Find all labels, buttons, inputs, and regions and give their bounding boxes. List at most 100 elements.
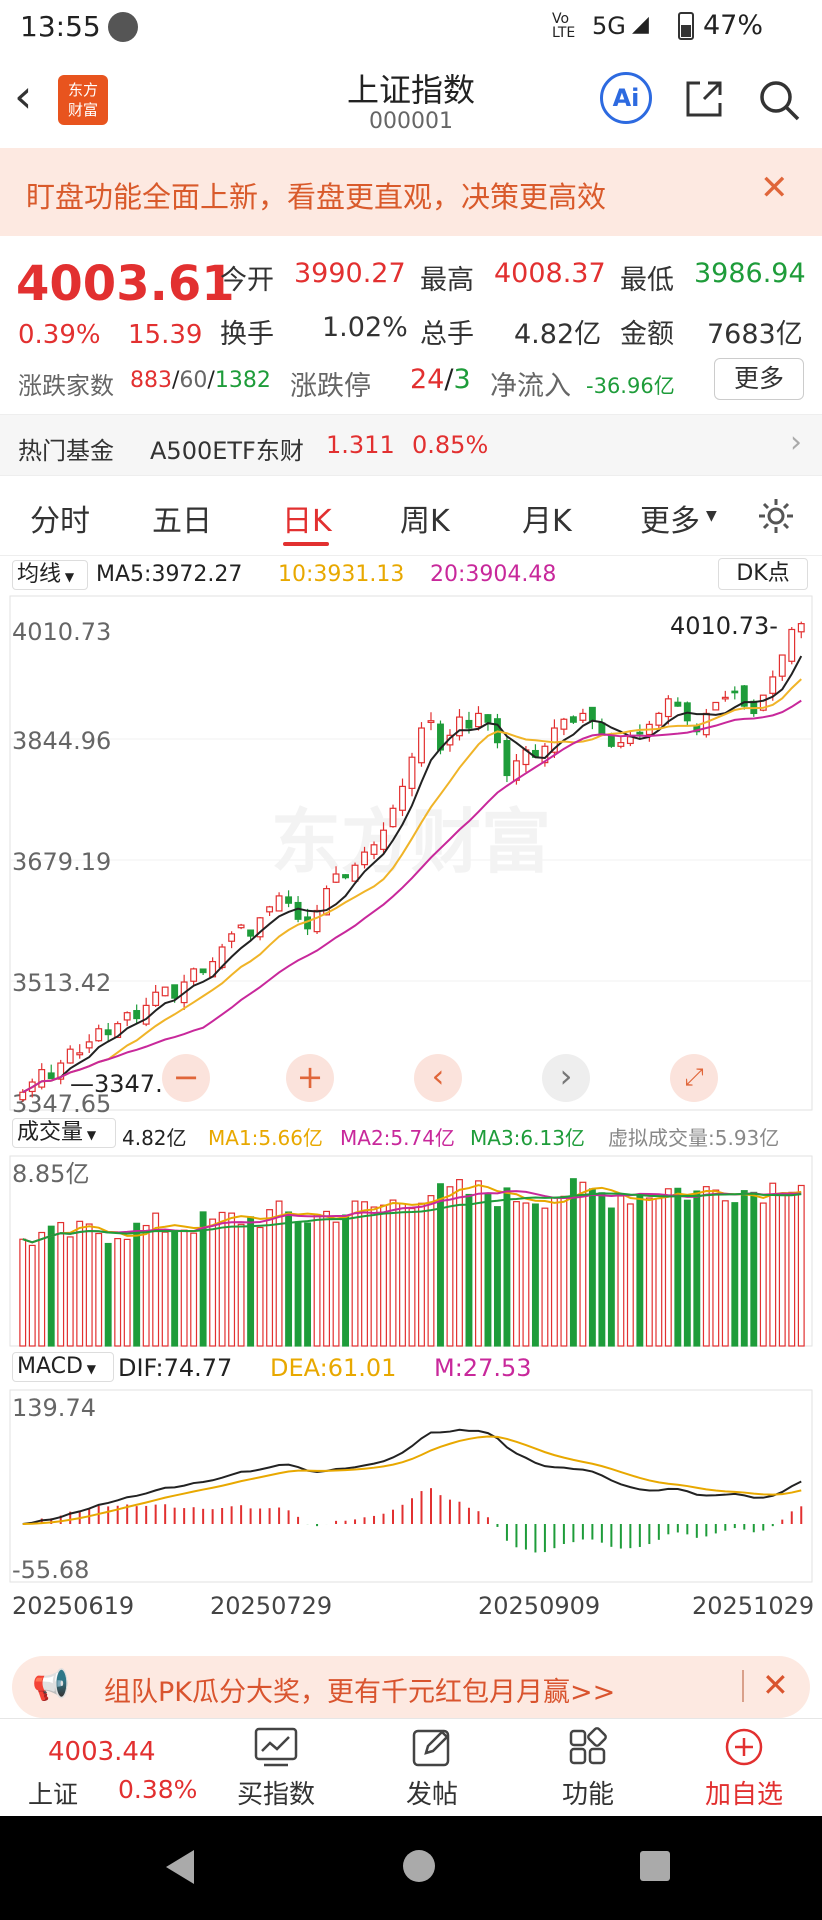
virtual-volume: 虚拟成交量:5.93亿 — [608, 1126, 780, 1150]
candle-body — [275, 895, 283, 912]
tab-daily-k[interactable]: 日K — [282, 504, 332, 539]
volume-bar — [275, 1200, 283, 1347]
panel-frame — [9, 1389, 813, 1583]
volume-bar — [778, 1194, 786, 1347]
share-icon[interactable] — [682, 77, 726, 121]
candle-body — [475, 712, 482, 728]
nav-add-watchlist[interactable]: 加自选 — [684, 1727, 804, 1811]
index-quote-widget[interactable]: 4003.44 上证 0.38% — [0, 1719, 197, 1817]
volume-bar — [674, 1187, 682, 1347]
volume-bar — [304, 1222, 312, 1347]
volume-bar — [797, 1184, 805, 1347]
date-label: 20250909 — [478, 1592, 601, 1620]
volume-bar — [617, 1195, 625, 1347]
candle-body — [399, 785, 406, 811]
ai-button[interactable]: Ai — [600, 72, 652, 124]
zoom-out-button[interactable]: − — [162, 1054, 210, 1102]
y-axis-label: 3347.65 — [12, 1090, 111, 1118]
ad-close-icon[interactable]: ✕ — [762, 1666, 789, 1704]
scroll-right-button[interactable]: › — [542, 1054, 590, 1102]
logo-text-bottom: 财富 — [67, 101, 98, 119]
back-nav-icon[interactable] — [166, 1850, 194, 1884]
volume-bar — [285, 1211, 293, 1347]
date-label: 20251029 — [692, 1592, 815, 1620]
limit-down: 3 — [453, 364, 471, 395]
candle-body — [788, 628, 796, 662]
volume-selector[interactable]: 成交量 ▼ — [12, 1118, 116, 1148]
candle-body — [503, 740, 511, 777]
volume-bar — [380, 1204, 387, 1347]
ma-selector[interactable]: 均线 ▼ — [12, 560, 88, 590]
tab-monthly-k[interactable]: 月K — [522, 504, 572, 539]
candle-body — [712, 701, 720, 711]
date-label: 20250729 — [210, 1592, 333, 1620]
change-pct: 0.39% — [18, 320, 101, 350]
recents-nav-icon[interactable] — [640, 1851, 670, 1881]
volume-bar — [294, 1221, 302, 1347]
candle-body — [702, 712, 710, 736]
promo-banner[interactable]: 盯盘功能全面上新，看盘更直观，决策更高效 ✕ — [0, 148, 822, 236]
tab-five-day[interactable]: 五日 — [152, 504, 212, 539]
volume-bar — [721, 1200, 729, 1347]
open-label: 今开 — [220, 265, 274, 296]
amount-label: 金额 — [620, 319, 674, 350]
volume-bar — [85, 1223, 93, 1347]
search-icon[interactable] — [756, 77, 802, 123]
ma20-value: 20:3904.48 — [430, 562, 557, 587]
candle-body — [38, 1069, 46, 1088]
more-button[interactable]: 更多 — [714, 358, 804, 400]
candle-body — [285, 896, 293, 904]
nav-post[interactable]: 发帖 — [372, 1727, 492, 1811]
volume-bar — [57, 1221, 65, 1347]
macd-selector[interactable]: MACD ▼ — [12, 1352, 114, 1382]
volume-bar — [550, 1196, 558, 1347]
volume-bar — [522, 1202, 530, 1347]
volume-value: 4.82亿 — [514, 319, 602, 350]
candle-body — [636, 731, 644, 735]
watermark: 东方财富 — [271, 801, 551, 883]
scroll-left-button[interactable]: ‹ — [414, 1054, 462, 1102]
candle-body — [607, 735, 615, 747]
volume-selector-label: 成交量 — [17, 1120, 84, 1145]
back-icon[interactable]: ‹ — [14, 69, 33, 123]
candle-body — [199, 968, 207, 974]
tab-more[interactable]: 更多 — [640, 504, 700, 539]
volume-bar — [446, 1186, 454, 1347]
dk-button[interactable]: DK点 — [718, 558, 808, 590]
volume-bar — [693, 1190, 701, 1347]
nav-function[interactable]: 功能 — [528, 1727, 648, 1811]
kline-chart-svg[interactable]: 4010.73 3844.96 3679.19 3513.42 3347.65 东方财富 4… — [0, 556, 822, 1636]
nav-buy-label: 买指数 — [236, 1780, 315, 1810]
promo-ad-bar[interactable]: 📢 组队PK瓜分大奖，更有千元红包月月赢>> ✕ — [12, 1656, 810, 1718]
notification-icon — [108, 12, 138, 42]
candle-body — [465, 719, 473, 729]
hot-fund-row[interactable]: 热门基金 A500ETF东财 1.311 0.85% › — [0, 414, 822, 476]
volume-bar — [323, 1210, 331, 1347]
turnover-value: 1.02% — [322, 312, 408, 343]
candle-body — [351, 864, 359, 882]
tab-weekly-k[interactable]: 周K — [400, 504, 450, 539]
settings-gear-icon[interactable] — [756, 496, 796, 536]
nav-buy-index[interactable]: 买指数 — [216, 1727, 336, 1811]
candle-body — [161, 986, 169, 997]
volume-bar — [598, 1192, 606, 1347]
fullscreen-button[interactable]: ⤢ — [670, 1054, 718, 1102]
tab-intraday[interactable]: 分时 — [30, 504, 90, 539]
volume-bar — [731, 1202, 739, 1347]
candle-body — [228, 933, 236, 942]
close-icon[interactable]: ✕ — [760, 168, 789, 208]
limit-up: 24 — [410, 364, 445, 395]
candle-body — [664, 698, 672, 718]
volume-bar — [133, 1222, 141, 1347]
zoom-in-button[interactable]: + — [286, 1054, 334, 1102]
change-pts: 15.39 — [128, 320, 203, 350]
volume-bar — [399, 1203, 406, 1347]
home-nav-icon[interactable] — [403, 1850, 435, 1882]
candle-body — [778, 654, 786, 677]
vol-ma1: MA1:5.66亿 — [208, 1126, 323, 1150]
volume-bar — [636, 1193, 644, 1347]
volume-bar — [456, 1179, 463, 1347]
candle-body — [769, 676, 777, 694]
candle-body — [142, 1004, 150, 1025]
ma5-line — [22, 655, 803, 1094]
